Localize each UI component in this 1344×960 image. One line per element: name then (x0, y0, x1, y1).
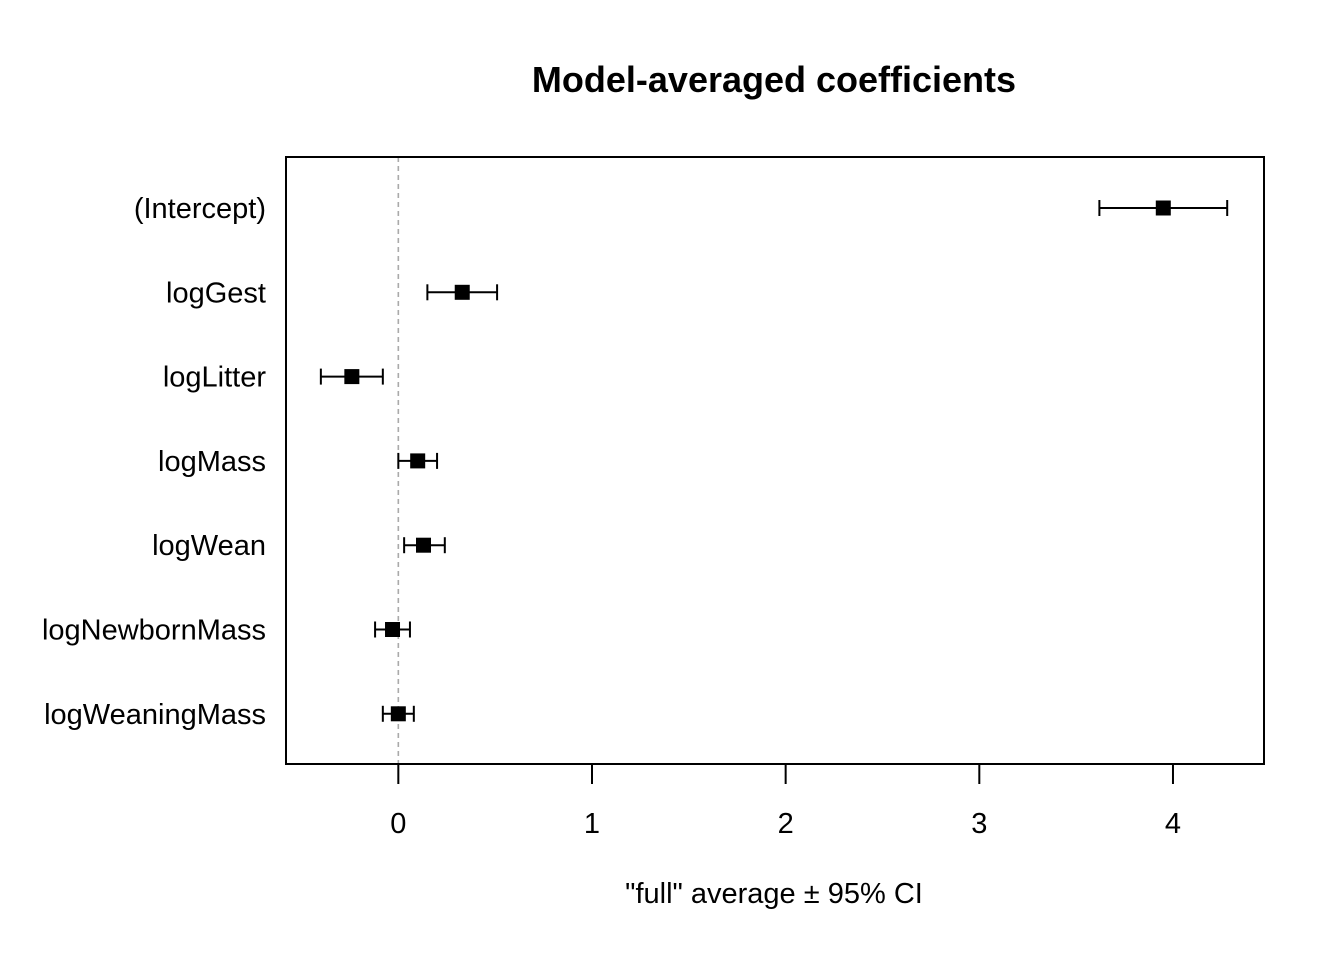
x-tick-label: 4 (1165, 808, 1181, 840)
plot-frame (285, 156, 1265, 765)
y-label: logWeaningMass (44, 699, 266, 731)
x-axis-label: "full" average ± 95% CI (625, 878, 923, 910)
x-tick-label: 2 (778, 808, 794, 840)
estimate-point (344, 369, 360, 385)
y-label: logMass (158, 446, 266, 478)
y-axis-labels: (Intercept) logGest logLitter logMass logWea… (42, 193, 266, 731)
coefficient-marks (319, 200, 1229, 722)
y-label: logWean (152, 530, 266, 562)
estimate-point (390, 706, 406, 722)
chart-title: Model-averaged coefficients (532, 59, 1016, 100)
x-tick-label: 3 (971, 808, 987, 840)
y-label: logLitter (163, 362, 267, 394)
estimate-point (410, 453, 426, 469)
x-tick-label: 1 (584, 808, 600, 840)
y-label: (Intercept) (134, 193, 266, 225)
y-label: logNewbornMass (42, 615, 266, 647)
x-axis: 0 1 2 3 4 (390, 764, 1181, 840)
estimate-point (454, 284, 470, 300)
estimate-point (416, 537, 432, 553)
x-tick-label: 0 (390, 808, 406, 840)
estimate-point (385, 622, 401, 637)
estimate-point (1155, 200, 1171, 216)
y-label: logGest (166, 277, 266, 309)
